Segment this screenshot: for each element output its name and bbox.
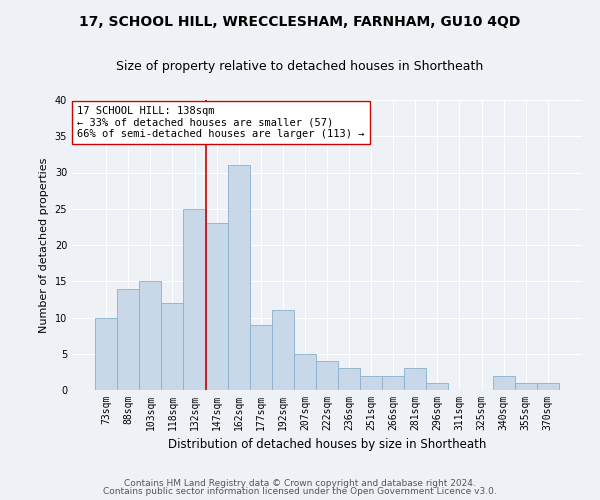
Text: 17 SCHOOL HILL: 138sqm
← 33% of detached houses are smaller (57)
66% of semi-det: 17 SCHOOL HILL: 138sqm ← 33% of detached… [77,106,365,139]
Bar [404,368,427,390]
Text: 17, SCHOOL HILL, WRECCLESHAM, FARNHAM, GU10 4QD: 17, SCHOOL HILL, WRECCLESHAM, FARNHAM, G… [79,15,521,29]
Text: Size of property relative to detached houses in Shortheath: Size of property relative to detached ho… [116,60,484,73]
Bar [294,354,316,390]
Bar [316,361,338,390]
Bar [360,376,382,390]
Text: Contains public sector information licensed under the Open Government Licence v3: Contains public sector information licen… [103,487,497,496]
Bar [537,383,559,390]
X-axis label: Distribution of detached houses by size in Shortheath: Distribution of detached houses by size … [168,438,486,452]
Bar [427,383,448,390]
Bar [161,303,184,390]
Bar [95,318,117,390]
Y-axis label: Number of detached properties: Number of detached properties [39,158,49,332]
Bar [184,209,206,390]
Bar [117,288,139,390]
Bar [338,368,360,390]
Bar [250,325,272,390]
Bar [515,383,537,390]
Text: Contains HM Land Registry data © Crown copyright and database right 2024.: Contains HM Land Registry data © Crown c… [124,478,476,488]
Bar [227,165,250,390]
Bar [493,376,515,390]
Bar [206,223,227,390]
Bar [272,310,294,390]
Bar [139,281,161,390]
Bar [382,376,404,390]
